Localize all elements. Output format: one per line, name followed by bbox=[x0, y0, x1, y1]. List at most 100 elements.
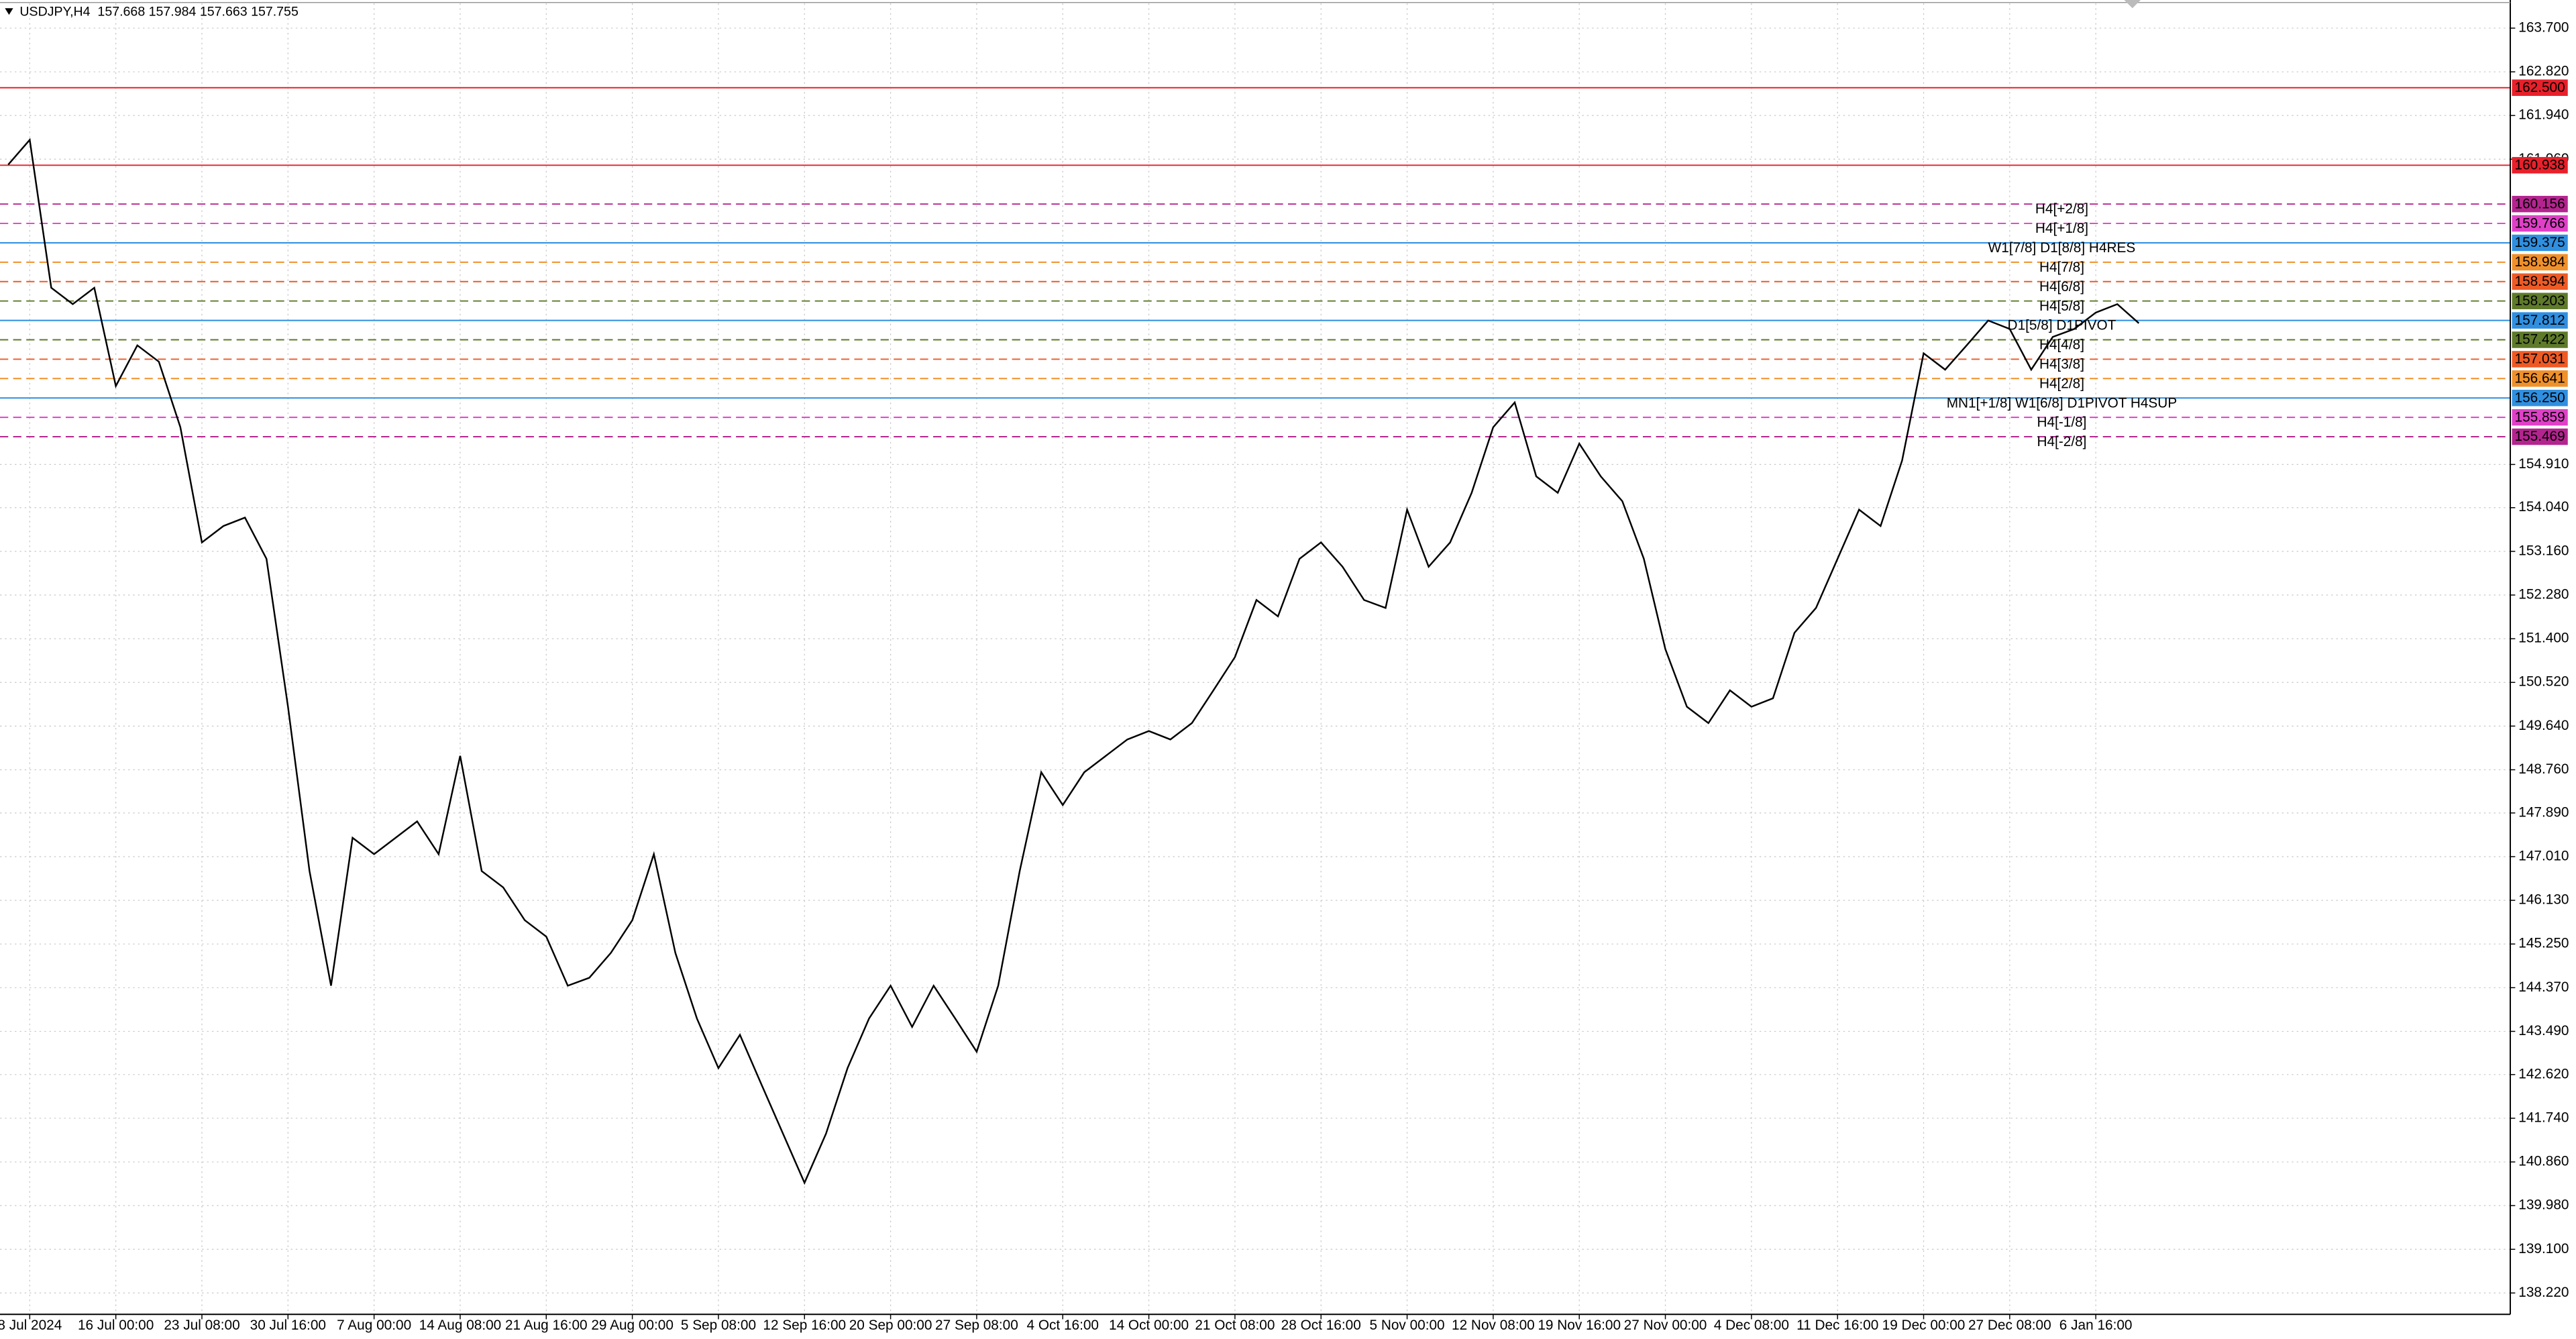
shift-marker bbox=[2124, 0, 2141, 9]
x-tick-label: 4 Dec 08:00 bbox=[1714, 1318, 1789, 1333]
level-name: H4[2/8] bbox=[2039, 376, 2084, 391]
y-tick-label: 147.890 bbox=[2518, 804, 2569, 820]
x-tick-label: 19 Nov 16:00 bbox=[1538, 1318, 1621, 1333]
level-price-box bbox=[2512, 312, 2568, 329]
level-price-box bbox=[2512, 409, 2568, 426]
axis-layer: 163.700162.820161.940161.060154.910154.0… bbox=[0, 19, 2569, 1332]
x-tick-label: 11 Dec 16:00 bbox=[1796, 1318, 1878, 1333]
level-name: MN1[+1/8] W1[6/8] D1PIVOT H4SUP bbox=[1947, 395, 2177, 411]
level-price-label: 159.375 bbox=[2515, 235, 2565, 250]
x-tick-label: 27 Nov 00:00 bbox=[1624, 1318, 1707, 1333]
level-price-box bbox=[2512, 292, 2568, 309]
level-price-box bbox=[2512, 195, 2568, 213]
x-tick-label: 14 Aug 08:00 bbox=[419, 1318, 502, 1333]
level-price-box bbox=[2512, 273, 2568, 290]
y-tick-label: 139.100 bbox=[2518, 1241, 2569, 1256]
x-tick-label: 8 Jul 2024 bbox=[0, 1318, 62, 1333]
x-tick-label: 19 Dec 00:00 bbox=[1882, 1318, 1966, 1333]
y-tick-label: 154.910 bbox=[2518, 456, 2569, 472]
x-tick-label: 4 Oct 16:00 bbox=[1026, 1318, 1099, 1333]
level-price-label: 158.984 bbox=[2515, 254, 2565, 270]
level-price-label: 157.422 bbox=[2515, 332, 2565, 347]
level-price-label: 159.766 bbox=[2515, 215, 2565, 231]
level-price-label: 155.859 bbox=[2515, 409, 2565, 425]
grid-layer bbox=[0, 3, 2511, 1315]
y-tick-label: 147.010 bbox=[2518, 848, 2569, 863]
x-tick-label: 21 Aug 16:00 bbox=[505, 1318, 588, 1333]
x-tick-label: 12 Sep 16:00 bbox=[763, 1318, 846, 1333]
x-tick-label: 14 Oct 00:00 bbox=[1109, 1318, 1189, 1333]
y-tick-label: 150.520 bbox=[2518, 674, 2569, 690]
level-price-box bbox=[2512, 234, 2568, 252]
level-price-box bbox=[2512, 370, 2568, 387]
level-price-box bbox=[2512, 428, 2568, 445]
y-tick-label: 162.820 bbox=[2518, 64, 2569, 79]
level-price-box bbox=[2512, 351, 2568, 368]
y-tick-label: 154.040 bbox=[2518, 499, 2569, 515]
x-tick-label: 27 Sep 08:00 bbox=[935, 1318, 1018, 1333]
x-tick-label: 30 Jul 16:00 bbox=[250, 1318, 326, 1333]
x-tick-label: 28 Oct 16:00 bbox=[1281, 1318, 1361, 1333]
x-tick-label: 6 Jan 16:00 bbox=[2059, 1318, 2133, 1333]
level-price-box bbox=[2512, 215, 2568, 232]
y-tick-label: 145.250 bbox=[2518, 936, 2569, 951]
x-tick-label: 5 Sep 08:00 bbox=[681, 1318, 756, 1333]
y-tick-label: 161.940 bbox=[2518, 107, 2569, 123]
level-price-box bbox=[2512, 79, 2568, 96]
y-tick-label: 140.860 bbox=[2518, 1154, 2569, 1169]
level-price-label: 155.469 bbox=[2515, 429, 2565, 444]
level-name: H4[+1/8] bbox=[2035, 221, 2088, 236]
level-name: H4[7/8] bbox=[2039, 260, 2084, 275]
y-tick-label: 143.490 bbox=[2518, 1023, 2569, 1038]
y-tick-label: 142.620 bbox=[2518, 1066, 2569, 1081]
x-tick-label: 7 Aug 00:00 bbox=[337, 1318, 411, 1333]
level-name: H4[-2/8] bbox=[2037, 434, 2086, 449]
level-layer: H4[+2/8] H4[+1/8] W1[7/8] D1[8/8] H4RES H4[… bbox=[0, 87, 2511, 449]
x-tick-label: 12 Nov 08:00 bbox=[1452, 1318, 1535, 1333]
x-tick-label: 23 Jul 08:00 bbox=[164, 1318, 239, 1333]
y-tick-label: 141.740 bbox=[2518, 1110, 2569, 1125]
level-price-label: 157.812 bbox=[2515, 313, 2565, 328]
level-price-label: 160.938 bbox=[2515, 158, 2565, 173]
price-line bbox=[7, 138, 2140, 1185]
symbol-header: USDJPY,H4 157.668 157.984 157.663 157.75… bbox=[19, 5, 299, 19]
level-name: H4[+2/8] bbox=[2035, 201, 2088, 217]
x-tick-label: 16 Jul 00:00 bbox=[78, 1318, 154, 1333]
level-price-label: 160.156 bbox=[2515, 196, 2565, 211]
level-price-label: 158.594 bbox=[2515, 274, 2565, 289]
x-tick-label: 20 Sep 00:00 bbox=[849, 1318, 932, 1333]
level-price-label: 162.500 bbox=[2515, 80, 2565, 95]
y-tick-label: 163.700 bbox=[2518, 19, 2569, 35]
level-price-box bbox=[2512, 389, 2568, 407]
level-price-label: 156.641 bbox=[2515, 371, 2565, 386]
y-tick-label: 152.280 bbox=[2518, 586, 2569, 602]
level-price-label: 158.203 bbox=[2515, 293, 2565, 309]
y-tick-label: 149.640 bbox=[2518, 718, 2569, 733]
x-tick-label: 29 Aug 00:00 bbox=[591, 1318, 674, 1333]
level-name: H4[4/8] bbox=[2039, 337, 2084, 353]
x-tick-label: 5 Nov 00:00 bbox=[1369, 1318, 1444, 1333]
level-price-box bbox=[2512, 157, 2568, 174]
symbol-menu-icon[interactable] bbox=[5, 8, 13, 15]
x-tick-label: 21 Oct 08:00 bbox=[1195, 1318, 1275, 1333]
level-name: D1[5/8] D1PIVOT bbox=[2008, 318, 2116, 333]
level-name: W1[7/8] D1[8/8] H4RES bbox=[1988, 240, 2136, 256]
y-tick-label: 151.400 bbox=[2518, 631, 2569, 646]
level-price-label: 156.250 bbox=[2515, 390, 2565, 405]
level-name: H4[5/8] bbox=[2039, 299, 2084, 314]
y-tick-label: 144.370 bbox=[2518, 979, 2569, 995]
y-tick-label: 139.980 bbox=[2518, 1197, 2569, 1213]
level-price-box bbox=[2512, 331, 2568, 348]
y-tick-label: 138.220 bbox=[2518, 1285, 2569, 1300]
level-name: H4[6/8] bbox=[2039, 279, 2084, 294]
level-price-label: 157.031 bbox=[2515, 352, 2565, 367]
level-name: H4[3/8] bbox=[2039, 357, 2084, 372]
price-layer bbox=[7, 138, 2140, 1185]
x-tick-label: 27 Dec 08:00 bbox=[1968, 1318, 2051, 1333]
level-name: H4[-1/8] bbox=[2037, 415, 2086, 430]
y-tick-label: 153.160 bbox=[2518, 543, 2569, 558]
y-tick-label: 146.130 bbox=[2518, 892, 2569, 908]
